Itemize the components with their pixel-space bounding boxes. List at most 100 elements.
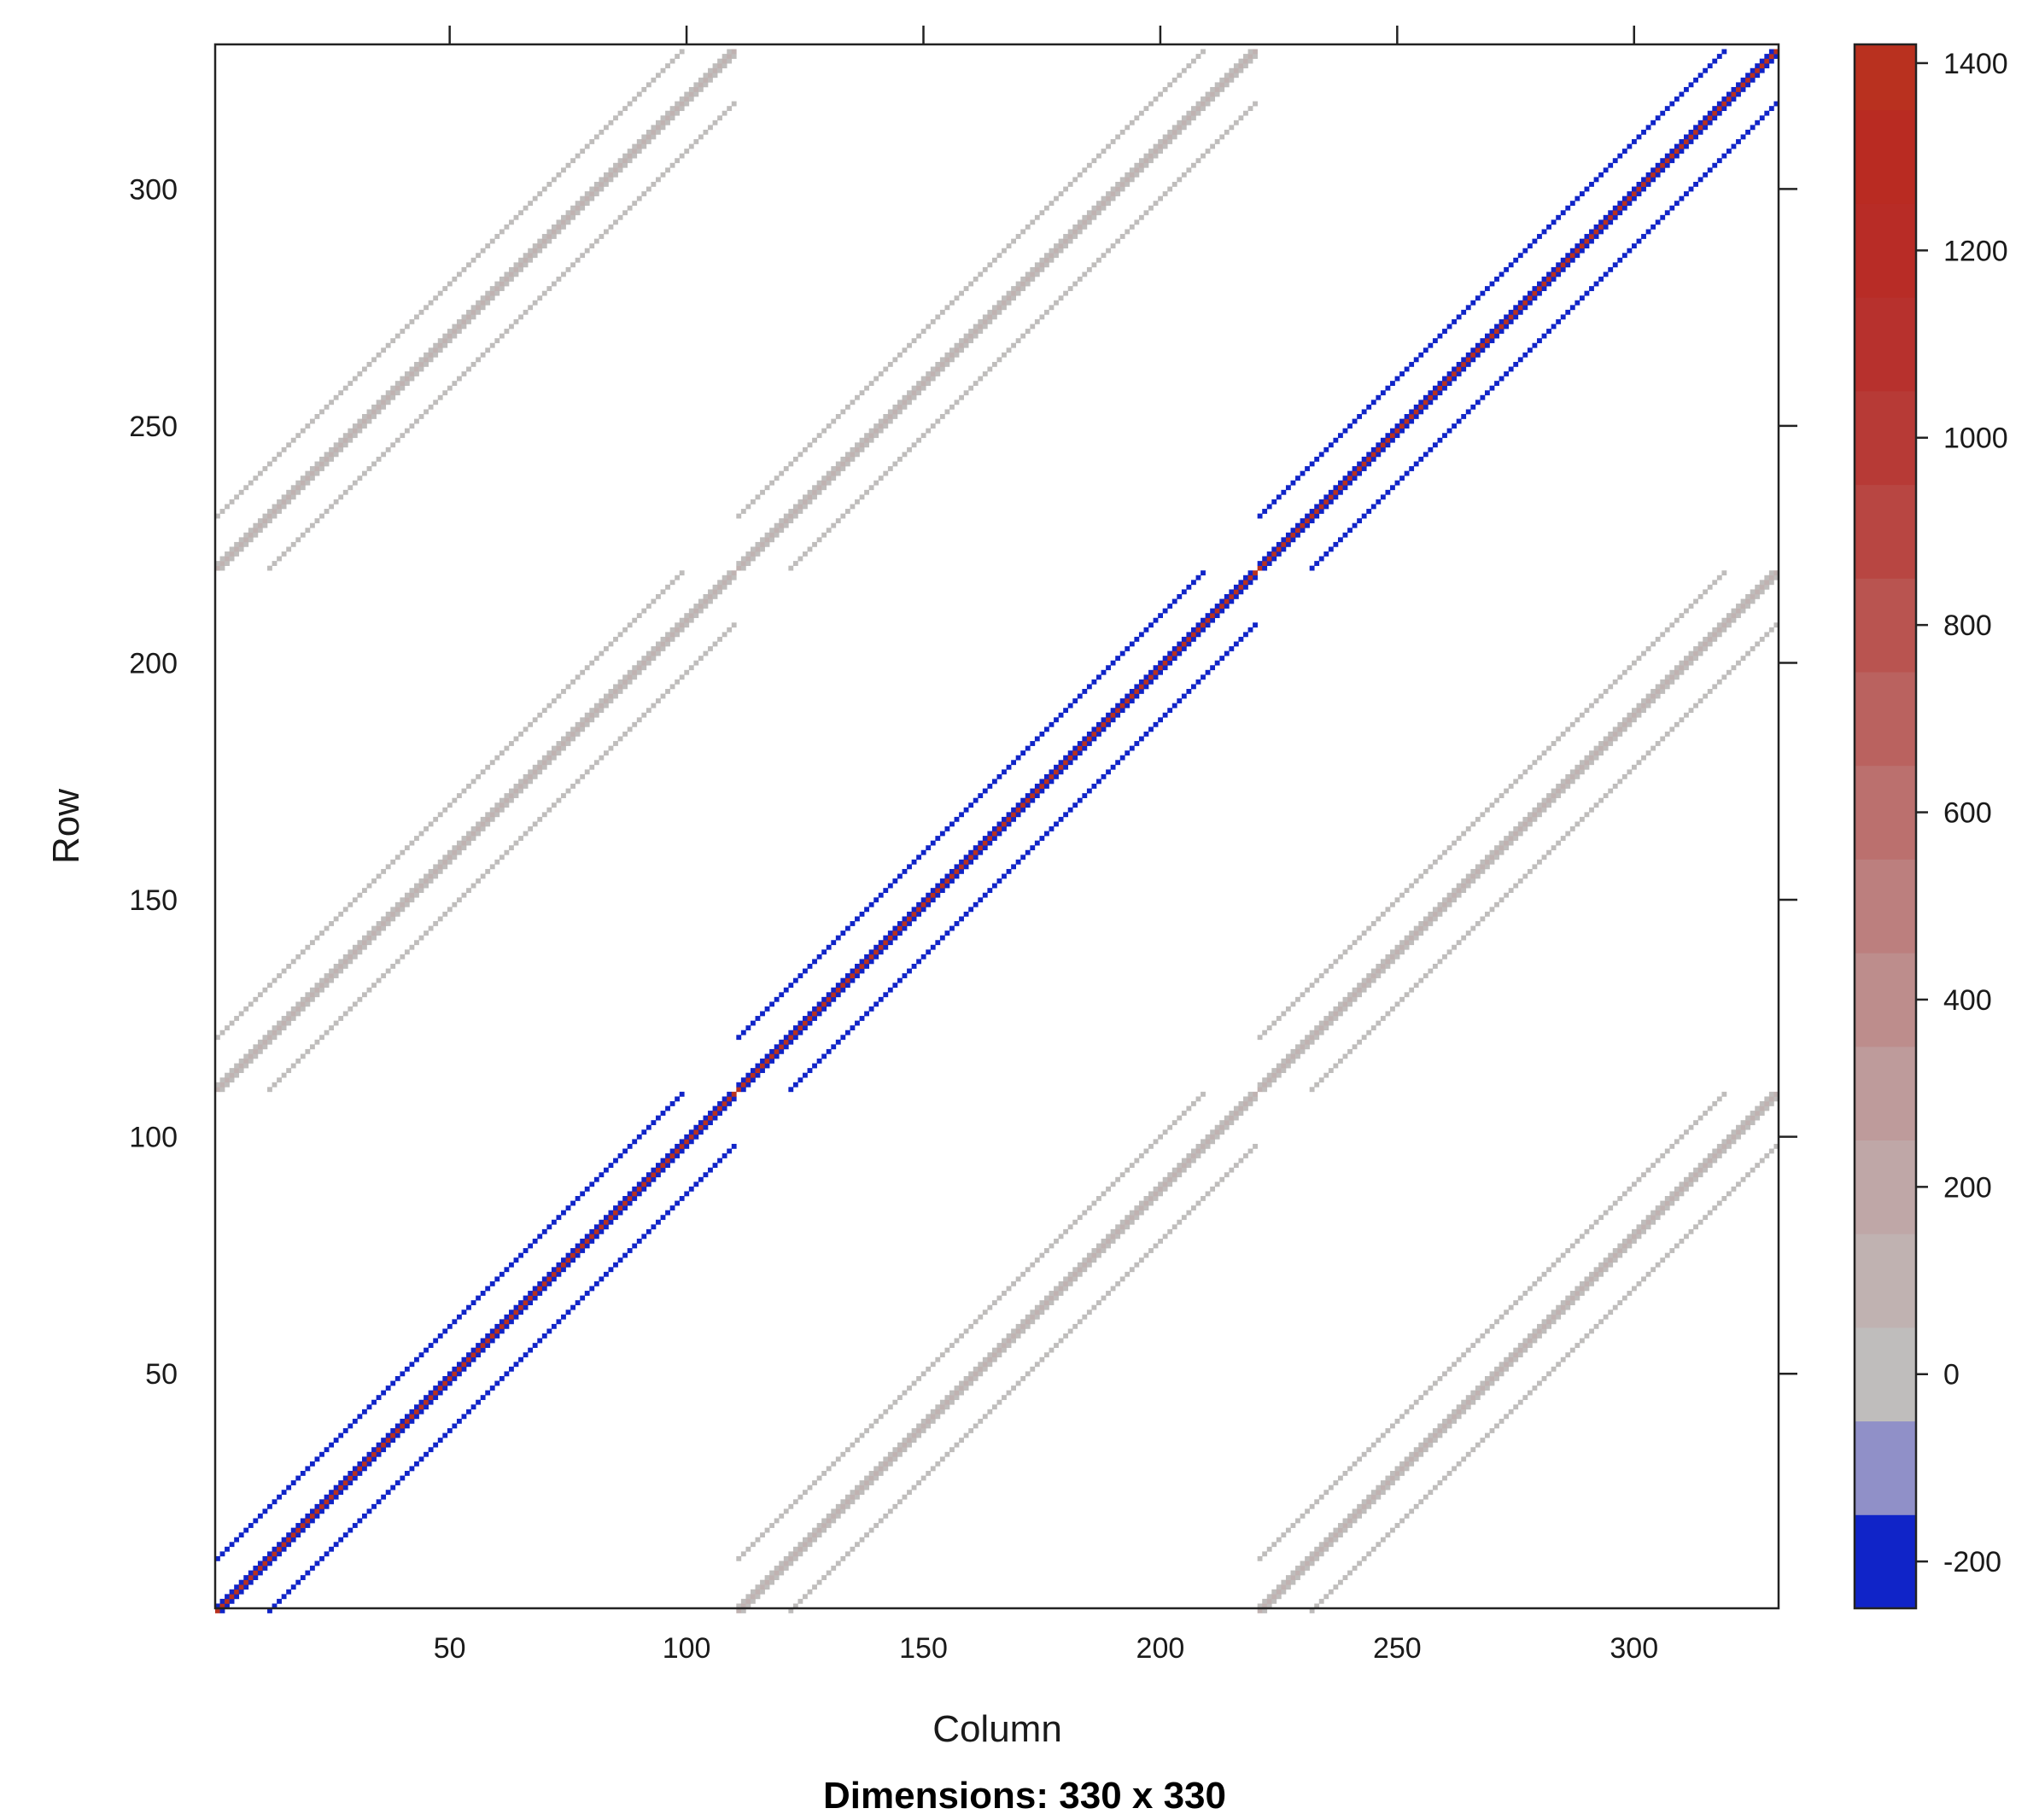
matrix-cell	[1342, 1001, 1348, 1007]
matrix-cell	[1603, 741, 1609, 746]
matrix-cell	[546, 703, 552, 709]
matrix-cell	[1238, 1100, 1244, 1106]
matrix-cell	[769, 528, 775, 534]
matrix-cell	[394, 1428, 400, 1433]
matrix-cell	[1470, 873, 1476, 879]
matrix-cell	[1579, 769, 1585, 775]
matrix-cell	[593, 1228, 599, 1234]
matrix-cell	[1210, 96, 1216, 102]
matrix-cell	[963, 338, 969, 344]
matrix-cell	[641, 1186, 647, 1192]
matrix-cell	[1314, 1555, 1320, 1561]
matrix-cell	[684, 1134, 690, 1140]
matrix-cell	[617, 1153, 623, 1158]
matrix-cell	[1243, 1153, 1248, 1158]
matrix-cell	[300, 1518, 306, 1524]
matrix-cell	[1385, 433, 1391, 439]
matrix-cell	[1394, 376, 1400, 382]
matrix-cell	[646, 129, 651, 135]
matrix-cell	[731, 575, 737, 580]
matrix-cell	[394, 381, 400, 387]
matrix-cell	[803, 446, 808, 452]
matrix-cell	[1432, 1438, 1438, 1443]
matrix-cell	[1181, 67, 1187, 73]
matrix-cell	[1508, 1352, 1514, 1358]
matrix-cell	[897, 1499, 903, 1505]
matrix-cell	[1091, 158, 1097, 164]
matrix-cell	[1015, 1333, 1021, 1339]
matrix-cell	[1731, 1134, 1737, 1140]
matrix-cell	[712, 641, 718, 647]
matrix-cell	[1645, 646, 1651, 651]
matrix-cell	[1475, 347, 1481, 353]
matrix-cell	[461, 266, 467, 272]
matrix-cell	[973, 1371, 979, 1377]
matrix-cell	[1342, 485, 1348, 491]
matrix-cell	[1517, 821, 1523, 827]
matrix-cell	[1300, 1048, 1306, 1054]
matrix-cell	[456, 1314, 462, 1320]
matrix-cell	[1285, 532, 1291, 538]
matrix-cell	[1300, 1570, 1306, 1576]
matrix-cell	[1266, 1603, 1272, 1609]
matrix-cell	[907, 400, 912, 405]
matrix-cell	[665, 1153, 670, 1158]
matrix-cell	[1446, 428, 1452, 434]
matrix-cell	[1399, 1414, 1405, 1420]
matrix-cell	[939, 888, 945, 894]
matrix-cell	[1257, 565, 1263, 571]
matrix-cell	[973, 381, 979, 387]
matrix-cell	[1247, 627, 1253, 633]
matrix-cell	[300, 1001, 306, 1007]
matrix-cell	[646, 186, 651, 192]
matrix-cell	[381, 921, 387, 926]
matrix-cell	[622, 106, 628, 112]
matrix-cell	[1532, 342, 1538, 348]
matrix-cell	[1167, 1228, 1173, 1234]
matrix-cell	[1262, 1603, 1268, 1609]
matrix-cell	[400, 1418, 406, 1424]
matrix-cell	[400, 897, 406, 903]
matrix-cell	[329, 446, 335, 452]
matrix-cell	[580, 1191, 586, 1197]
matrix-cell	[1489, 1375, 1495, 1381]
matrix-cell	[1039, 836, 1045, 841]
matrix-cell	[1693, 703, 1698, 709]
matrix-cell	[1323, 1546, 1329, 1552]
matrix-cell	[352, 1475, 358, 1481]
matrix-cell	[1522, 1338, 1528, 1344]
matrix-cell	[1603, 745, 1609, 751]
colorbar-swatch	[1855, 859, 1916, 954]
matrix-cell	[769, 1001, 775, 1007]
matrix-cell	[523, 726, 529, 732]
matrix-cell	[1442, 1428, 1447, 1433]
matrix-cell	[1394, 954, 1400, 960]
matrix-cell	[712, 589, 718, 595]
matrix-cell	[1276, 1589, 1282, 1595]
matrix-cell	[1143, 674, 1149, 680]
matrix-cell	[305, 1048, 311, 1054]
matrix-cell	[414, 888, 419, 894]
matrix-cell	[688, 1139, 694, 1145]
matrix-cell	[1679, 1181, 1685, 1187]
matrix-cell	[1522, 300, 1528, 306]
matrix-cell	[1579, 764, 1585, 770]
matrix-cell	[636, 1181, 642, 1187]
matrix-cell	[1266, 1598, 1272, 1604]
matrix-cell	[1376, 973, 1382, 978]
matrix-cell	[660, 172, 666, 178]
matrix-cell	[414, 836, 419, 841]
matrix-cell	[532, 773, 538, 779]
colorbar-tick-label: 400	[1943, 984, 1992, 1017]
matrix-cell	[428, 878, 434, 884]
matrix-cell	[499, 229, 505, 235]
matrix-cell	[1740, 608, 1746, 614]
matrix-cell	[456, 1366, 462, 1372]
matrix-cell	[669, 1205, 675, 1210]
matrix-cell	[1632, 1234, 1637, 1240]
matrix-cell	[1082, 167, 1088, 173]
matrix-cell	[1522, 1395, 1528, 1401]
matrix-cell	[476, 309, 482, 315]
matrix-cell	[803, 1537, 808, 1543]
matrix-cell	[352, 428, 358, 434]
